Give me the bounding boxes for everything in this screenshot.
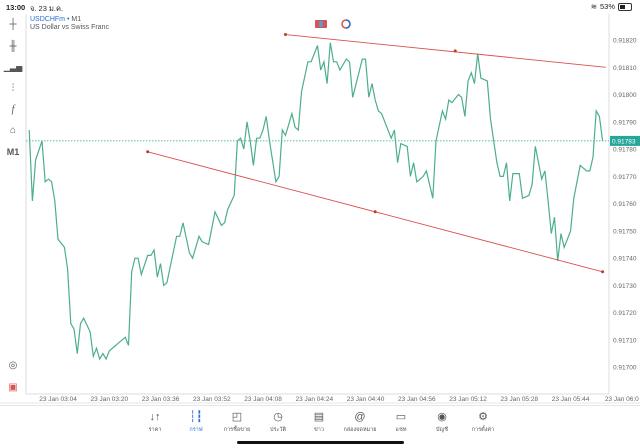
- mailbox-icon: @: [338, 410, 382, 424]
- nav-item-news[interactable]: ▤ ข่าว: [297, 410, 341, 434]
- y-tick-label: 0.91750: [613, 228, 637, 235]
- history-icon: ◷: [256, 410, 300, 424]
- symbol-name[interactable]: USDCHFm: [30, 16, 65, 23]
- trendline-anchor[interactable]: [601, 270, 604, 273]
- y-tick-label: 0.91820: [613, 38, 637, 45]
- price-chart[interactable]: 0.91820 0.91810 0.91800 0.91790 0.91780 0.917…: [0, 0, 640, 404]
- chart-icon: ┆┇: [174, 410, 218, 424]
- trade-icon: ◰: [215, 410, 259, 424]
- nav-item-trade[interactable]: ◰ การซื้อขาย: [215, 410, 259, 434]
- trendline-anchor[interactable]: [146, 150, 149, 153]
- nav-label: การซื้อขาย: [215, 426, 259, 434]
- x-tick-label: 23 Jan 05:12: [449, 396, 487, 403]
- nav-label: ข่าว: [297, 426, 341, 434]
- trendline-anchor[interactable]: [374, 210, 377, 213]
- nav-item-account[interactable]: ◉ บัญชี: [420, 410, 464, 434]
- symbol-timeframe: M1: [71, 16, 81, 23]
- nav-label: การตั้งค่า: [461, 426, 505, 434]
- x-tick-label: 23 Jan 04:40: [347, 396, 385, 403]
- account-icon: ◉: [420, 410, 464, 424]
- quotes-icon: ↓↑: [133, 410, 177, 424]
- one-click-trading-icon-inner: [319, 21, 323, 27]
- y-tick-label: 0.91790: [613, 119, 637, 126]
- nav-label: ราคา: [133, 426, 177, 434]
- x-tick-label: 23 Jan 03:20: [90, 396, 128, 403]
- price-line-series: [29, 43, 602, 359]
- indicators-icon[interactable]: ⫶: [4, 80, 22, 96]
- x-tick-label: 23 Jan 06:0: [605, 396, 639, 403]
- x-tick-label: 23 Jan 05:44: [552, 396, 590, 403]
- objects-icon[interactable]: ⌂: [4, 122, 22, 138]
- crosshair-icon[interactable]: ┼: [4, 16, 22, 32]
- quick-trade-icon[interactable]: ◎: [4, 357, 22, 373]
- candlestick-icon[interactable]: ╫: [4, 38, 22, 54]
- mql5-icon[interactable]: ▣: [4, 379, 22, 395]
- y-tick-label: 0.91740: [613, 256, 637, 263]
- y-tick-label: 0.91730: [613, 283, 637, 290]
- y-tick-label: 0.91710: [613, 337, 637, 344]
- y-tick-label: 0.91810: [613, 65, 637, 72]
- nav-label: กล่องจดหมาย: [338, 426, 382, 434]
- x-tick-label: 23 Jan 03:52: [193, 396, 231, 403]
- nav-item-quotes[interactable]: ↓↑ ราคา: [133, 410, 177, 434]
- chart-type-icon[interactable]: ▁▃▅: [4, 59, 22, 75]
- y-tick-label: 0.91760: [613, 201, 637, 208]
- nav-item-chart[interactable]: ┆┇ กราฟ: [174, 410, 218, 434]
- y-tick-label: 0.91770: [613, 174, 637, 181]
- nav-label: แชท: [379, 426, 423, 434]
- home-indicator: [237, 441, 404, 444]
- x-tick-label: 23 Jan 03:36: [142, 396, 180, 403]
- y-tick-label: 0.91720: [613, 310, 637, 317]
- symbol-separator: •: [67, 16, 69, 23]
- x-tick-label: 23 Jan 04:56: [398, 396, 436, 403]
- nav-item-history[interactable]: ◷ ประวัติ: [256, 410, 300, 434]
- settings-icon: ⚙: [461, 410, 505, 424]
- y-tick-label: 0.91780: [613, 147, 637, 154]
- function-icon[interactable]: f: [4, 101, 22, 117]
- nav-item-settings[interactable]: ⚙ การตั้งค่า: [461, 410, 505, 434]
- symbol-info[interactable]: USDCHFm • M1 US Dollar vs Swiss Franc: [30, 16, 109, 32]
- nav-item-chat[interactable]: ▭ แชท: [379, 410, 423, 434]
- x-tick-label: 23 Jan 05:28: [501, 396, 539, 403]
- x-tick-label: 23 Jan 04:08: [244, 396, 282, 403]
- nav-label: ประวัติ: [256, 426, 300, 434]
- nav-label: กราฟ: [174, 426, 218, 434]
- y-tick-label: 0.91700: [613, 365, 637, 372]
- trendline-anchor[interactable]: [454, 49, 457, 52]
- current-price-label: 0.91783: [612, 138, 636, 145]
- news-icon: ▤: [297, 410, 341, 424]
- chat-icon: ▭: [379, 410, 423, 424]
- signal-icon-half: [346, 20, 350, 28]
- y-tick-label: 0.91800: [613, 92, 637, 99]
- nav-item-mailbox[interactable]: @ กล่องจดหมาย: [338, 410, 382, 434]
- left-toolbar: ┼ ╫ ▁▃▅ ⫶ f ⌂ M1 ◎ ▣: [0, 14, 26, 404]
- trendline-anchor[interactable]: [284, 33, 287, 36]
- x-tick-label: 23 Jan 04:24: [295, 396, 333, 403]
- symbol-description: US Dollar vs Swiss Franc: [30, 24, 109, 32]
- timeframe-button[interactable]: M1: [4, 144, 22, 160]
- nav-label: บัญชี: [420, 426, 464, 434]
- x-tick-label: 23 Jan 03:04: [39, 396, 77, 403]
